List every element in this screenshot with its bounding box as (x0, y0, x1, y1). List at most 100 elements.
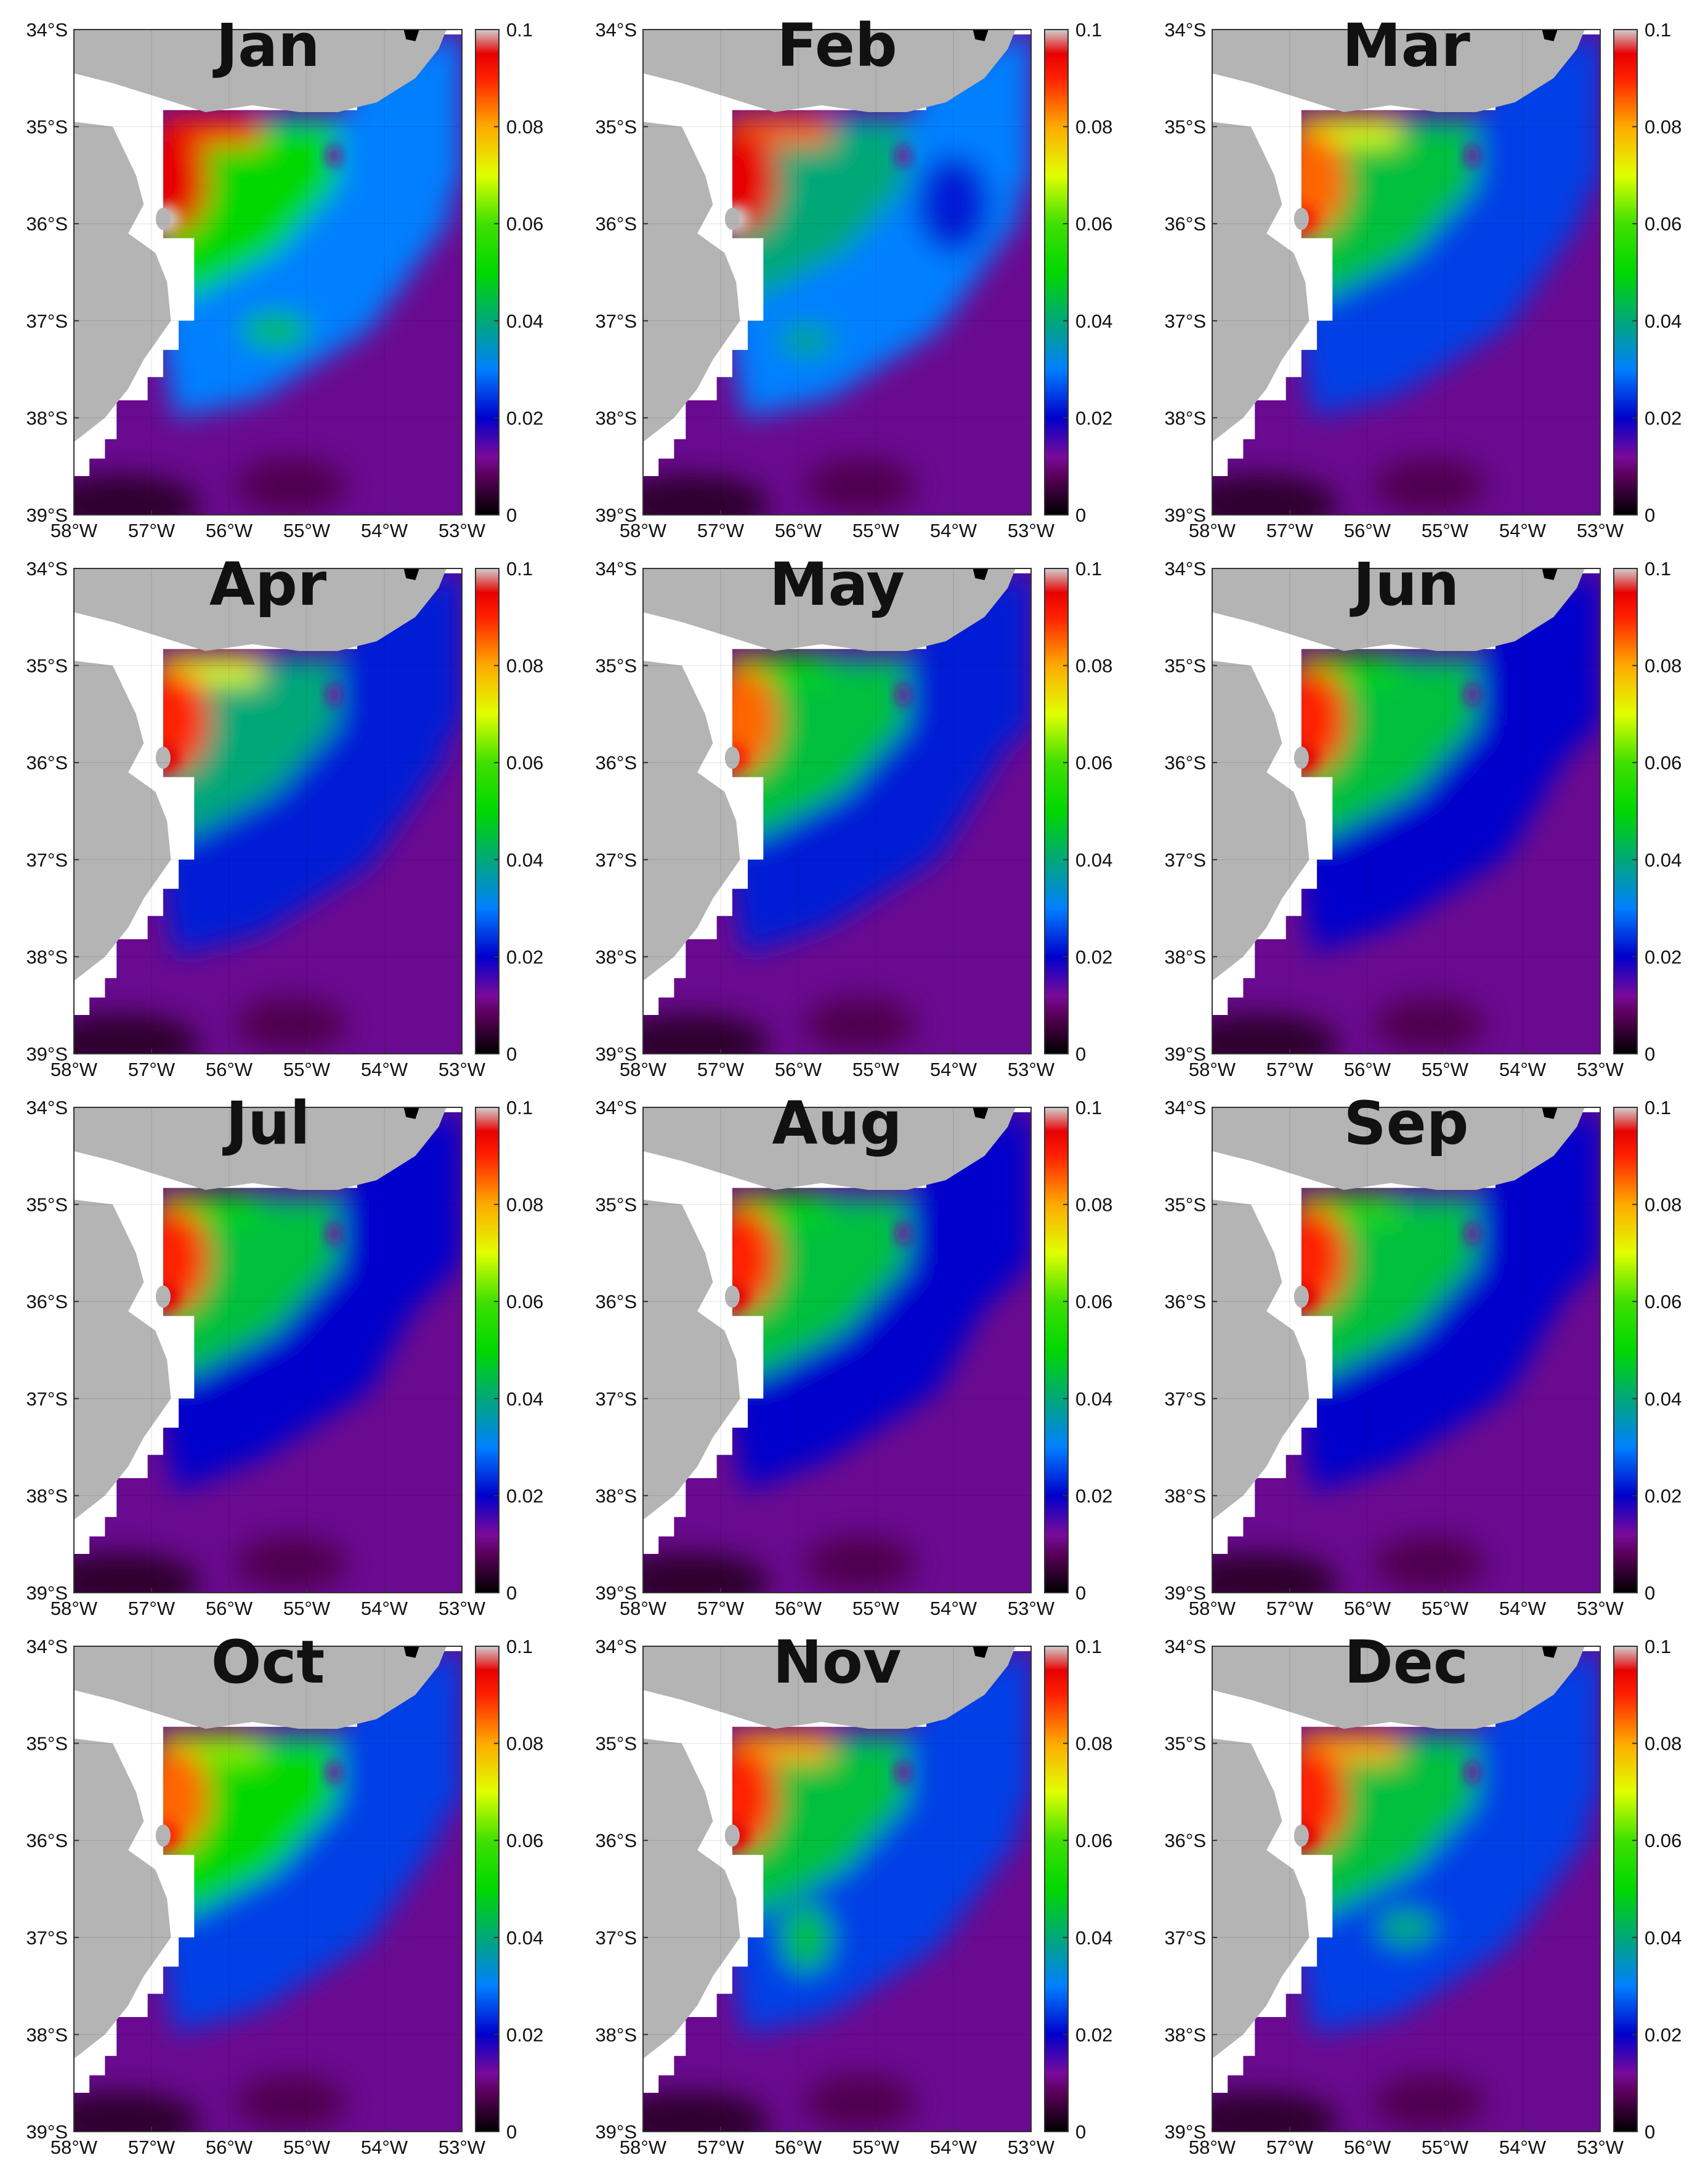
map-panel-oct: 58°W 57°W 56°W 55°W 54°W 53°W 34°S 35°S 36°S 37°S… (1, 1624, 570, 2163)
x-tick-label: 57°W (128, 1059, 176, 1080)
axes-frame (73, 1646, 463, 2132)
land-cape (724, 208, 740, 230)
x-tick-label: 56°W (206, 2137, 253, 2158)
map-svg: 58°W 57°W 56°W 55°W 54°W 53°W 34°S 35°S 36°S 37°S… (26, 1097, 543, 1619)
y-tick-label: 36°S (595, 1830, 637, 1851)
axes-frame (1212, 29, 1601, 515)
island (973, 30, 989, 41)
y-tick-label: 37°S (26, 310, 68, 332)
eddy (326, 144, 342, 167)
colorbar-tick-label: 0 (1645, 1582, 1655, 1604)
x-tick-label: 57°W (128, 520, 176, 541)
axes-frame (1212, 568, 1601, 1054)
colorbar (475, 568, 500, 1054)
colorbar (1613, 1107, 1638, 1593)
colorbar-tick-label: 0.1 (1075, 1636, 1102, 1657)
map-area (1212, 568, 1600, 1054)
colorbar (1613, 568, 1638, 1054)
land-cape (155, 1285, 171, 1308)
x-tick-label: 56°W (206, 520, 253, 541)
map-area (1212, 30, 1600, 515)
land-uruguay (74, 1646, 447, 1729)
island (973, 1646, 989, 1658)
y-tick-label: 34°S (26, 1636, 68, 1657)
land-cape (724, 1285, 740, 1308)
y-tick-label: 35°S (26, 116, 68, 138)
y-tick-label: 35°S (1164, 116, 1206, 138)
colorbar-tick-label: 0.04 (506, 1388, 543, 1410)
y-tick-label: 36°S (595, 213, 637, 235)
colorbar-tick-label: 0.02 (1075, 2024, 1112, 2045)
y-tick-label: 39°S (26, 1582, 68, 1604)
y-tick-label: 36°S (26, 752, 68, 774)
colorbar-tick-label: 0.08 (1645, 1194, 1682, 1216)
x-tick-label: 56°W (1344, 1598, 1391, 1619)
y-tick-label: 34°S (595, 1097, 637, 1118)
x-tick-label: 58°W (1189, 2137, 1236, 2158)
x-tick-label: 54°W (1499, 1598, 1547, 1619)
x-tick-label: 56°W (1344, 2137, 1391, 2158)
x-tick-label: 57°W (1266, 1059, 1314, 1080)
x-tick-label: 57°W (1266, 1598, 1314, 1619)
colorbar-tick-label: 0.02 (1075, 407, 1112, 429)
axes-frame (642, 29, 1032, 515)
x-tick-label: 56°W (206, 1059, 253, 1080)
y-tick-label: 34°S (1164, 1097, 1206, 1118)
map-svg: 58°W 57°W 56°W 55°W 54°W 53°W 34°S 35°S 36°S 37°S… (1164, 558, 1682, 1080)
y-tick-label: 38°S (26, 946, 68, 968)
land-uruguay (1212, 568, 1585, 651)
y-tick-label: 34°S (26, 558, 68, 580)
land-uruguay (1212, 1646, 1585, 1729)
land-cape (1293, 1285, 1309, 1308)
colorbar-tick-label: 0.08 (506, 1194, 543, 1216)
x-tick-label: 57°W (128, 2137, 176, 2158)
land-cape (155, 746, 171, 769)
month-title: May (769, 550, 905, 619)
x-tick-label: 53°W (439, 1598, 486, 1619)
map-area (74, 30, 462, 515)
colorbar (1044, 1646, 1069, 2132)
y-tick-label: 35°S (1164, 1194, 1206, 1216)
land-cape (1293, 746, 1309, 769)
land-argentina (643, 1199, 740, 1520)
colorbar-tick-label: 0.02 (1645, 2024, 1682, 2045)
y-tick-label: 34°S (1164, 1636, 1206, 1657)
colorbar-tick-label: 0.06 (1645, 213, 1682, 235)
month-title: Jul (225, 1089, 310, 1158)
island (403, 568, 419, 580)
y-tick-label: 38°S (26, 2024, 68, 2045)
y-tick-label: 35°S (595, 116, 637, 138)
x-tick-label: 53°W (439, 1059, 486, 1080)
x-tick-label: 58°W (51, 1059, 98, 1080)
x-tick-label: 55°W (1422, 1059, 1469, 1080)
y-tick-label: 36°S (1164, 213, 1206, 235)
land-uruguay (74, 1107, 447, 1190)
x-tick-label: 57°W (697, 1598, 745, 1619)
land-uruguay (643, 1646, 1016, 1729)
colorbar-tick-label: 0 (506, 2121, 517, 2143)
x-tick-label: 54°W (1499, 1059, 1547, 1080)
x-tick-label: 57°W (697, 520, 745, 541)
month-title: Mar (1342, 11, 1470, 80)
colorbar (1044, 29, 1069, 515)
y-tick-label: 34°S (595, 558, 637, 580)
colorbar-tick-label: 0.1 (1645, 1636, 1671, 1657)
colorbar-tick-label: 0.04 (1075, 310, 1112, 332)
eddy (326, 683, 342, 706)
x-tick-label: 55°W (1422, 1598, 1469, 1619)
y-tick-label: 37°S (1164, 849, 1206, 871)
x-tick-label: 55°W (283, 1598, 331, 1619)
colorbar-tick-label: 0.1 (506, 558, 533, 580)
y-tick-label: 36°S (26, 1291, 68, 1312)
island (973, 1107, 989, 1119)
y-tick-label: 37°S (595, 849, 637, 871)
month-title: Sep (1343, 1089, 1469, 1158)
colorbar-tick-label: 0.06 (1075, 1291, 1112, 1312)
colorbar-tick-label: 0.08 (506, 116, 543, 138)
colorbar-tick-label: 0.08 (506, 1733, 543, 1755)
land-argentina (1212, 660, 1309, 981)
map-area (643, 568, 1031, 1054)
colorbar-tick-label: 0.08 (1645, 655, 1682, 677)
x-tick-label: 54°W (361, 520, 408, 541)
x-tick-label: 57°W (1266, 520, 1314, 541)
